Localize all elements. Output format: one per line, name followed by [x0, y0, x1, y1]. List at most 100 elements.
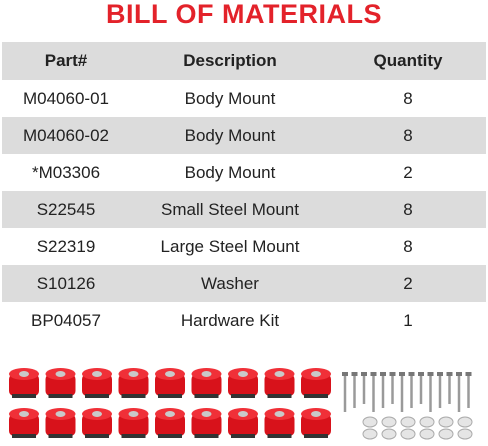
washer: [381, 416, 397, 428]
table-cell: 1: [403, 310, 413, 330]
mount-hole: [128, 411, 139, 417]
bolt-head: [370, 372, 377, 376]
mount-base: [85, 434, 109, 438]
column-header: Part#: [2, 42, 130, 80]
mount-base: [48, 434, 73, 438]
table-cell: 2: [330, 265, 486, 302]
mount-body: [82, 374, 112, 396]
table-cell: 8: [330, 117, 486, 154]
header-row: Part# Description Quantity: [2, 42, 486, 80]
table-cell: 8: [403, 236, 413, 256]
mount-body: [228, 374, 258, 396]
bolt-head: [399, 372, 405, 376]
bolt-head: [427, 372, 434, 376]
washer: [362, 416, 378, 428]
mount-hole: [238, 371, 248, 377]
bolt-head: [446, 372, 453, 376]
mount-body: [155, 374, 185, 396]
table-body: M04060-01 Body Mount 8 M04060-02 Body Mount 8…: [2, 80, 486, 339]
table-cell: S10126: [2, 265, 130, 302]
washer: [419, 428, 435, 440]
mount-body: [118, 374, 149, 396]
table-row: S10126 Washer 2: [2, 265, 486, 302]
mount-base: [121, 394, 146, 398]
mount-base: [194, 434, 219, 438]
table-cell: BP04057: [31, 310, 101, 330]
mount-body: [191, 374, 222, 396]
table-cell: Body Mount: [184, 88, 276, 108]
table-cell: Body Mount: [130, 117, 330, 154]
mount-hole: [92, 371, 102, 377]
mount-body: [228, 414, 258, 436]
mount-base: [231, 434, 255, 438]
mount-base: [267, 434, 292, 438]
mount-body: [45, 374, 76, 396]
mount-body: [118, 414, 149, 436]
table-row: *M03306 Body Mount 2: [2, 154, 486, 191]
table-cell: M04060-01: [22, 88, 109, 108]
table-row: S22545 Small Steel Mount 8: [2, 191, 486, 228]
washer: [400, 428, 416, 440]
title: BILL OF MATERIALS: [106, 0, 382, 29]
bolt-head: [465, 372, 472, 376]
table-row: M04060-01 Body Mount 8: [2, 80, 486, 117]
mount-body: [264, 414, 295, 436]
table-cell: M04060-02: [2, 117, 130, 154]
mount-body: [155, 414, 185, 436]
column-header: Description: [130, 42, 330, 80]
mount-hole: [274, 371, 285, 377]
table-cell: 8: [403, 88, 413, 108]
mount-body: [301, 414, 331, 436]
mount-base: [12, 394, 36, 398]
parts-photo: [9, 368, 473, 440]
mount-base: [304, 434, 328, 438]
table-row: BP04057 Hardware Kit 1: [2, 302, 486, 339]
mount-body: [191, 414, 222, 436]
mount-hole: [128, 371, 139, 377]
table-row: S22319 Large Steel Mount 8: [2, 228, 486, 265]
bolt-head: [456, 372, 462, 376]
mount-hole: [201, 411, 212, 417]
mount-base: [267, 394, 292, 398]
mount-body: [9, 374, 39, 396]
bolt-head: [437, 372, 443, 376]
table-cell: Body Mount: [184, 162, 276, 182]
table-row: M04060-02 Body Mount 8: [2, 117, 486, 154]
mount-base: [158, 394, 182, 398]
bolt-head: [361, 372, 367, 376]
bolt-head: [418, 372, 424, 376]
table-cell: 8: [330, 191, 486, 228]
mount-base: [48, 394, 73, 398]
mount-base: [231, 394, 255, 398]
bolt-head: [408, 372, 415, 376]
mount-base: [121, 434, 146, 438]
mount-hole: [165, 371, 175, 377]
table-cell: *M03306: [31, 162, 101, 182]
mount-hole: [55, 411, 66, 417]
table-cell: 2: [403, 162, 413, 182]
table-cell: Hardware Kit: [180, 310, 280, 330]
bolt-head: [380, 372, 386, 376]
mount-hole: [19, 411, 29, 417]
bolt-head: [351, 372, 358, 376]
table-cell: Large Steel Mount: [160, 236, 300, 256]
washer: [457, 428, 473, 440]
washer: [362, 428, 378, 440]
mount-body: [264, 374, 295, 396]
washer: [419, 416, 435, 428]
washer: [438, 416, 454, 428]
mount-hole: [311, 371, 321, 377]
mount-body: [82, 414, 112, 436]
mount-hole: [238, 411, 248, 417]
mount-base: [12, 434, 36, 438]
washer: [438, 428, 454, 440]
table-cell: Washer: [130, 265, 330, 302]
column-header: Quantity: [330, 42, 486, 80]
mount-body: [45, 414, 76, 436]
bom-table: Part# Description Quantity M04060-01 Body M…: [2, 42, 486, 339]
washer: [381, 428, 397, 440]
mount-base: [85, 394, 109, 398]
mount-hole: [274, 411, 285, 417]
mount-hole: [201, 371, 212, 377]
